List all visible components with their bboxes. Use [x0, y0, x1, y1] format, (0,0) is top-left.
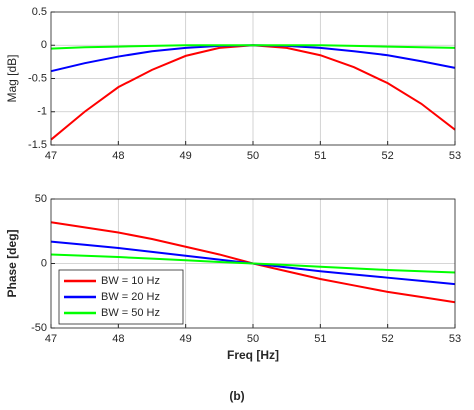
caption: (b) — [229, 389, 244, 403]
legend-label: BW = 50 Hz — [101, 307, 160, 319]
x-tick-label: 53 — [449, 150, 461, 162]
x-axis-label: Freq [Hz] — [227, 348, 279, 362]
x-tick-label: 53 — [449, 333, 461, 345]
x-tick-label: 51 — [314, 333, 326, 345]
axes-box — [50, 198, 456, 329]
x-tick-label: 47 — [45, 150, 57, 162]
x-tick-label: 49 — [180, 333, 192, 345]
y-tick-label: 0.5 — [32, 6, 47, 18]
x-tick-label: 48 — [112, 333, 124, 345]
y-tick-label: 0 — [41, 39, 47, 51]
y-tick-label: -1 — [37, 106, 47, 118]
x-tick-label: 48 — [112, 150, 124, 162]
y-tick-label: -50 — [31, 322, 47, 334]
x-tick-label: 47 — [45, 333, 57, 345]
y-tick-label: 0 — [41, 257, 47, 269]
axes-box — [50, 11, 456, 146]
series-line — [50, 253, 456, 274]
y-tick-label: -0.5 — [28, 72, 47, 84]
y-axis-label: Phase [deg] — [5, 229, 19, 297]
x-tick-label: 50 — [247, 150, 259, 162]
series-line — [50, 44, 456, 50]
x-tick-label: 51 — [314, 150, 326, 162]
legend-label: BW = 10 Hz — [101, 275, 160, 287]
x-tick-label: 52 — [382, 333, 394, 345]
y-tick-label: 50 — [35, 193, 47, 205]
x-tick-label: 49 — [180, 150, 192, 162]
y-tick-label: -1.5 — [28, 139, 47, 151]
x-tick-label: 52 — [382, 150, 394, 162]
legend: BW = 10 Hz BW = 20 Hz BW = 50 Hz — [58, 269, 184, 325]
x-tick-label: 50 — [247, 333, 259, 345]
legend-label: BW = 20 Hz — [101, 291, 160, 303]
y-axis-label: Mag [dB] — [5, 54, 19, 102]
